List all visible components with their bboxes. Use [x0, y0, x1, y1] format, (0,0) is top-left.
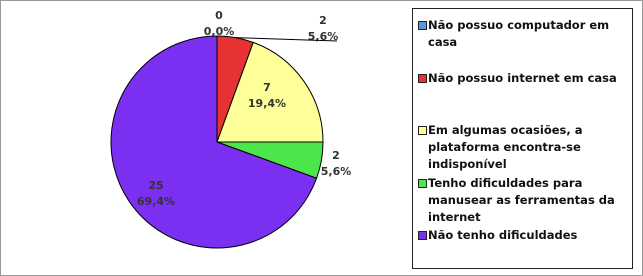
- legend-swatch: [418, 126, 427, 135]
- percent-label: 5,6%: [321, 165, 352, 178]
- data-label: 2: [332, 149, 340, 162]
- legend-swatch: [418, 21, 427, 30]
- data-label: 2: [319, 14, 327, 27]
- percent-label: 0,0%: [204, 25, 235, 38]
- legend-item: Não possuo computador em casa: [418, 17, 633, 51]
- legend-item: Não tenho dificuldades: [418, 227, 633, 244]
- pie-slice: [216, 41, 324, 143]
- percent-label: 5,6%: [308, 30, 339, 43]
- legend-swatch: [418, 179, 427, 188]
- legend-label: Não possuo internet em casa: [428, 71, 617, 85]
- legend-label: Não tenho dificuldades: [428, 228, 578, 242]
- data-label: 7: [263, 81, 271, 94]
- legend-item: Tenho dificuldades para manusear as ferr…: [418, 175, 633, 226]
- percent-label: 19,4%: [248, 97, 286, 110]
- legend-label: Em algumas ocasiões, a plataforma encont…: [428, 123, 583, 171]
- data-label: 25: [148, 179, 163, 192]
- pie-area: 0 0,0% 2 5,6% 7 19,4% 2 5,6% 25 69,4%: [110, 9, 352, 249]
- percent-label: 69,4%: [137, 195, 175, 208]
- legend: Não possuo computador em casa Não possuo …: [412, 8, 633, 269]
- data-label: 0: [215, 9, 223, 22]
- legend-swatch: [418, 74, 427, 83]
- legend-swatch: [418, 231, 427, 240]
- legend-item: Em algumas ocasiões, a plataforma encont…: [418, 122, 633, 173]
- legend-label: Não possuo computador em casa: [428, 18, 610, 49]
- pie-slice: [110, 35, 318, 249]
- legend-item: Não possuo internet em casa: [418, 70, 633, 87]
- leader-line: [235, 37, 338, 42]
- legend-label: Tenho dificuldades para manusear as ferr…: [428, 176, 615, 224]
